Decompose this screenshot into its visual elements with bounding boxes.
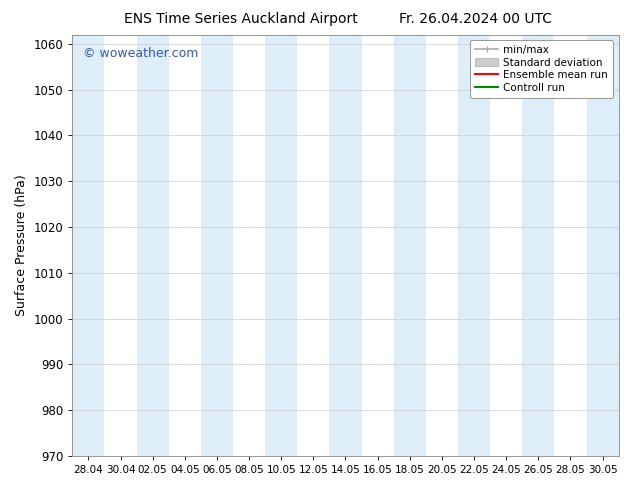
Legend: min/max, Standard deviation, Ensemble mean run, Controll run: min/max, Standard deviation, Ensemble me… bbox=[470, 40, 614, 98]
Bar bbox=[522, 35, 554, 456]
Bar bbox=[394, 35, 426, 456]
Y-axis label: Surface Pressure (hPa): Surface Pressure (hPa) bbox=[15, 174, 28, 316]
Text: © woweather.com: © woweather.com bbox=[83, 47, 198, 60]
Bar bbox=[330, 35, 361, 456]
Bar bbox=[201, 35, 233, 456]
Text: Fr. 26.04.2024 00 UTC: Fr. 26.04.2024 00 UTC bbox=[399, 12, 552, 26]
Bar bbox=[72, 35, 105, 456]
Bar bbox=[458, 35, 490, 456]
Bar bbox=[265, 35, 297, 456]
Bar bbox=[136, 35, 169, 456]
Bar bbox=[586, 35, 619, 456]
Text: ENS Time Series Auckland Airport: ENS Time Series Auckland Airport bbox=[124, 12, 358, 26]
